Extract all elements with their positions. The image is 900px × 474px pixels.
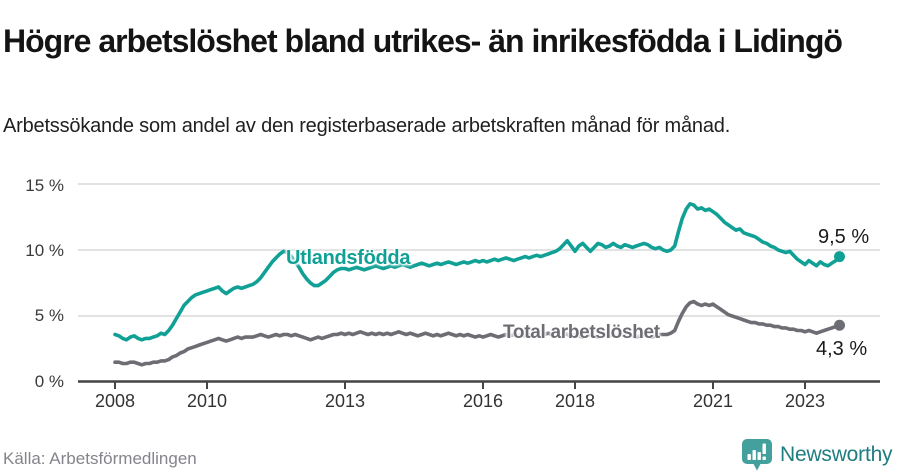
y-axis-label-0: 0 % [34,372,64,391]
series-line [113,202,842,342]
newsworthy-logo: Newsworthy [741,438,893,472]
x-axis-label-2016: 2016 [462,391,504,411]
newsworthy-wordmark: Newsworthy [780,443,893,466]
newsworthy-bar-chart-icon [742,439,772,471]
y-axis-label-10: 10 % [25,241,64,260]
x-axis-label-2013: 2013 [324,391,366,411]
x-axis-label-2010: 2010 [186,391,228,411]
y-axis-label-5: 5 % [34,306,64,325]
x-axis-label-2018: 2018 [554,391,596,411]
series-end-dot [834,319,845,331]
y-axis-label-15: 15 % [25,176,64,195]
x-axis-label-2023: 2023 [784,391,826,411]
series-label-total-arbetsloshet: Total arbetslöshet [503,322,660,343]
series-label-utlandsfodda: Utlandsfödda [286,247,411,269]
page-title: Högre arbetslöshet bland utrikes- än inr… [3,23,843,60]
series-line [113,299,842,367]
x-axis-label-2008: 2008 [94,391,136,411]
end-value-label-total: 4,3 % [816,338,868,360]
x-axis-label-2021: 2021 [692,391,734,411]
end-value-label-utlandsfodda: 9,5 % [818,226,870,248]
series-end-dot [834,251,845,263]
page-subtitle: Arbetssökande som andel av den registerb… [3,115,731,137]
source-note: Källa: Arbetsförmedlingen [3,449,197,468]
